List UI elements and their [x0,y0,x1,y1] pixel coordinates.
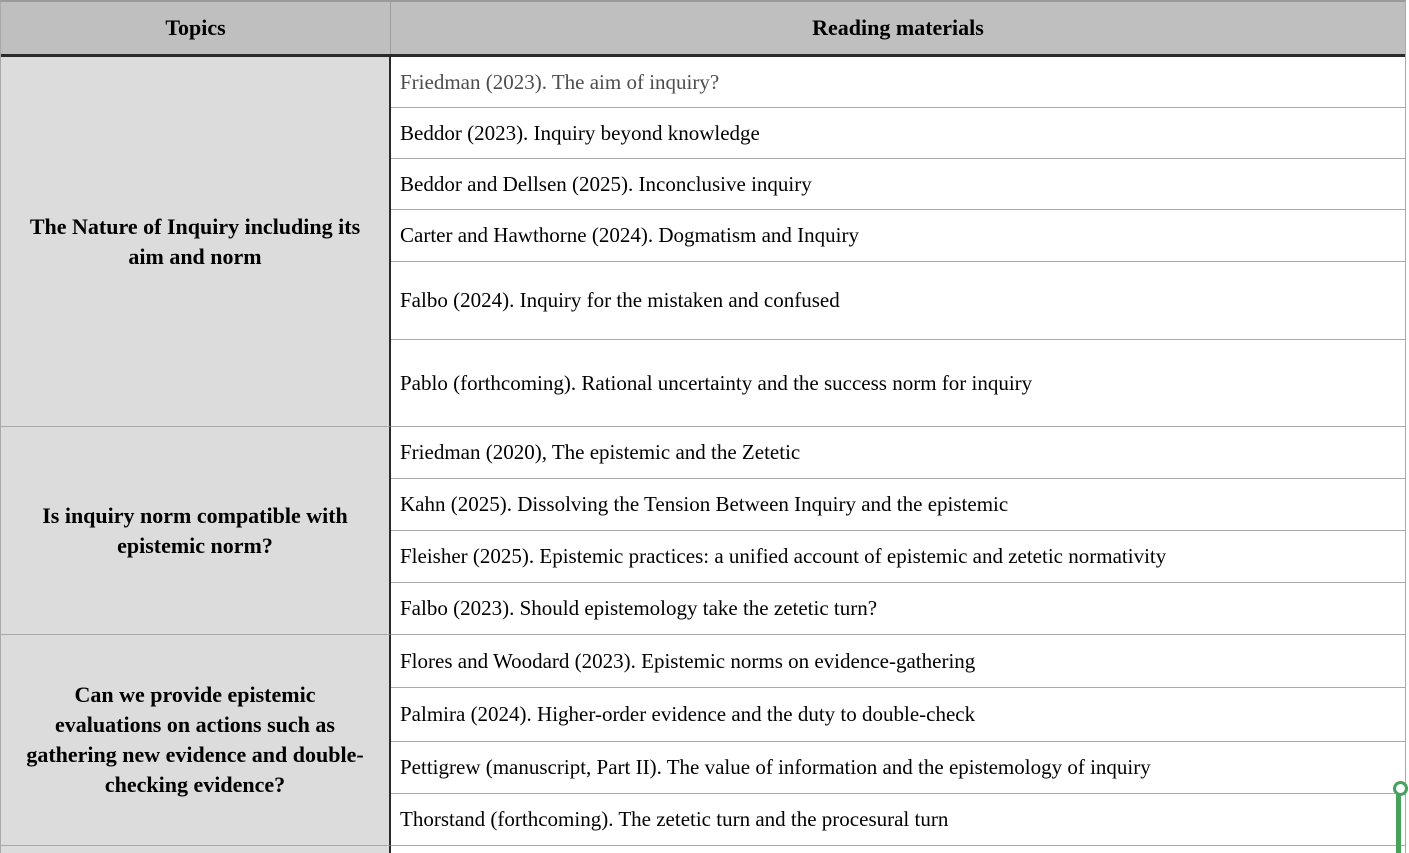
reading-row[interactable]: Pablo (forthcoming). Rational uncertaint… [391,340,1405,427]
reading-row[interactable]: Beddor (2023). Inquiry beyond knowledge [391,108,1405,159]
readings-column: Friedman (2020), The epistemic and the Z… [391,427,1405,635]
table-header-row: Topics Reading materials [1,2,1405,57]
column-header-readings[interactable]: Reading materials [391,2,1405,54]
partial-next-row [1,846,1405,853]
reading-row[interactable]: Carter and Hawthorne (2024). Dogmatism a… [391,210,1405,262]
topic-text: The Nature of Inquiry including its aim … [29,213,361,269]
reading-text: Flores and Woodard (2023). Epistemic nor… [400,648,976,673]
reading-row[interactable]: Beddor and Dellsen (2025). Inconclusive … [391,159,1405,210]
reading-row[interactable]: Palmira (2024). Higher-order evidence an… [391,688,1405,742]
reading-row[interactable]: Flores and Woodard (2023). Epistemic nor… [391,635,1405,688]
reading-row[interactable]: Falbo (2023). Should epistemology take t… [391,583,1405,635]
reading-text: Pablo (forthcoming). Rational uncertaint… [400,370,1033,395]
column-header-topics-label: Topics [165,15,226,40]
reading-text: Palmira (2024). Higher-order evidence an… [400,702,976,726]
topic-cell-epistemic-evaluations-on-actions[interactable]: Can we provide epistemic evaluations on … [1,635,391,846]
reading-row[interactable]: Falbo (2024). Inquiry for the mistaken a… [391,262,1405,340]
reading-row[interactable]: Fleisher (2025). Epistemic practices: a … [391,531,1405,583]
reading-text: Friedman (2020), The epistemic and the Z… [400,440,801,464]
topic-text: Can we provide epistemic evaluations on … [26,682,364,797]
reading-text: Beddor (2023). Inquiry beyond knowledge [400,120,760,145]
reading-text: Thorstand (forthcoming). The zetetic tur… [400,807,949,831]
reading-text: Friedman (2023). The aim of inquiry? [400,69,720,94]
partial-reading-cell [391,846,1405,853]
topic-cell-nature-of-inquiry[interactable]: The Nature of Inquiry including its aim … [1,57,391,427]
reading-text: Beddor and Dellsen (2025). Inconclusive … [400,171,812,196]
topic-group-inquiry-vs-epistemic-norm: Is inquiry norm compatible with epistemi… [1,427,1405,635]
readings-column: Flores and Woodard (2023). Epistemic nor… [391,635,1405,846]
reading-row[interactable]: Kahn (2025). Dissolving the Tension Betw… [391,479,1405,531]
partial-topic-cell [1,846,391,853]
reading-text: Kahn (2025). Dissolving the Tension Betw… [400,492,1009,516]
topic-group-nature-of-inquiry: The Nature of Inquiry including its aim … [1,57,1405,427]
topic-cell-inquiry-vs-epistemic-norm[interactable]: Is inquiry norm compatible with epistemi… [1,427,391,635]
reading-text: Fleisher (2025). Epistemic practices: a … [400,544,1167,568]
reading-text: Falbo (2023). Should epistemology take t… [400,596,878,620]
reading-row[interactable]: Pettigrew (manuscript, Part II). The val… [391,742,1405,794]
column-header-readings-label: Reading materials [812,15,984,40]
reading-row[interactable]: Thorstand (forthcoming). The zetetic tur… [391,794,1405,846]
reading-row[interactable]: Friedman (2020), The epistemic and the Z… [391,427,1405,479]
topic-group-epistemic-evaluations-on-actions: Can we provide epistemic evaluations on … [1,635,1405,846]
readings-column: Friedman (2023). The aim of inquiry? Bed… [391,57,1405,427]
column-header-topics[interactable]: Topics [1,2,391,54]
reading-text: Pettigrew (manuscript, Part II). The val… [400,755,1151,779]
reading-text: Carter and Hawthorne (2024). Dogmatism a… [400,223,859,247]
reading-text: Falbo (2024). Inquiry for the mistaken a… [400,288,840,312]
topic-text: Is inquiry norm compatible with epistemi… [42,502,348,558]
reading-row[interactable]: Friedman (2023). The aim of inquiry? [391,57,1405,108]
